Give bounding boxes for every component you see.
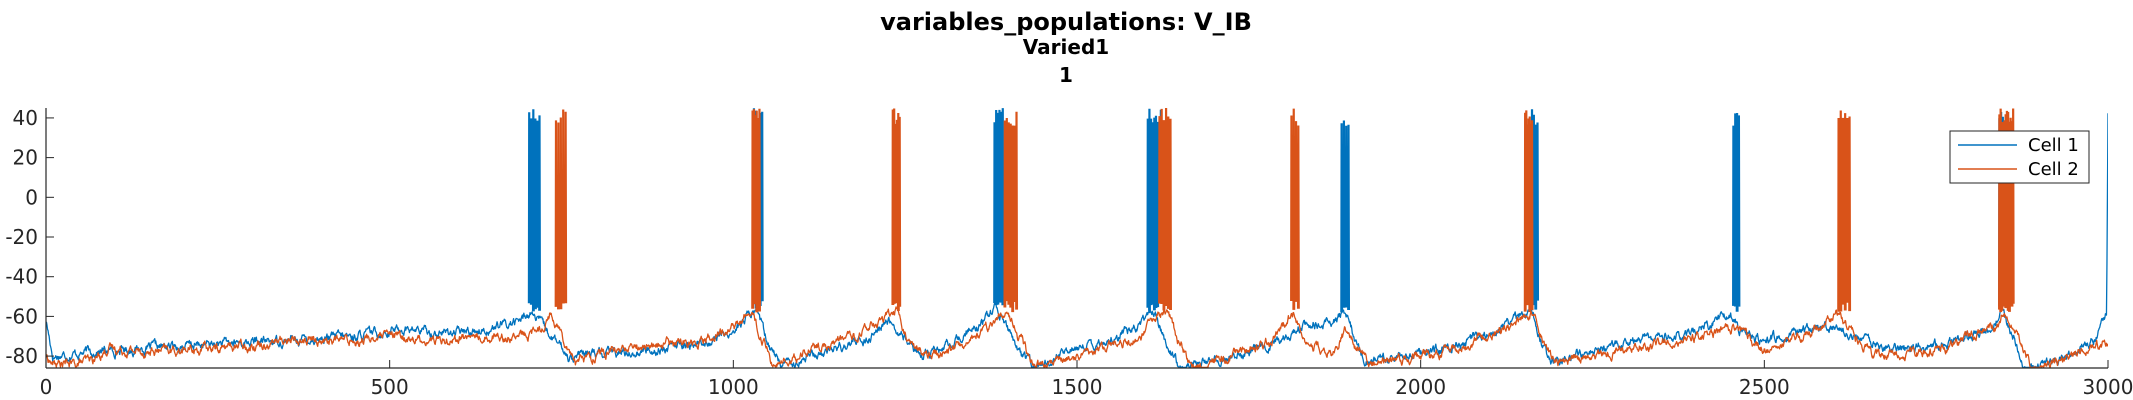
series-line-cell-2-burst — [1290, 108, 1300, 310]
series-line-cell-2 — [46, 306, 2108, 368]
y-tick-label: -40 — [5, 265, 38, 289]
legend: Cell 1 Cell 2 — [1949, 130, 2090, 184]
chart-title: variables_populations: V_IB — [880, 8, 1252, 36]
series-line-cell-2-burst — [751, 108, 761, 313]
series-line-cell-1-burst — [1530, 109, 1540, 310]
series-line-cell-1-burst — [527, 109, 542, 312]
series-line-cell-1-burst — [993, 108, 1005, 306]
x-tick-label: 1000 — [708, 375, 759, 399]
x-tick-label: 2000 — [1395, 375, 1446, 399]
x-tick-label: 0 — [40, 375, 53, 399]
x-tick-label: 3000 — [2083, 375, 2133, 399]
series-line-cell-2-burst — [891, 108, 902, 311]
x-tick-label: 500 — [371, 375, 409, 399]
y-tick-label: -20 — [5, 225, 38, 249]
y-tick-label: 20 — [13, 146, 38, 170]
x-tick-label: 1500 — [1052, 375, 1103, 399]
y-tick-label: 40 — [13, 106, 38, 130]
y-tick-label: 0 — [25, 185, 38, 209]
series-line-cell-2-burst — [554, 109, 568, 310]
legend-label-cell-1: Cell 1 — [2028, 135, 2079, 156]
y-tick-label: -80 — [5, 344, 38, 368]
legend-label-cell-2: Cell 2 — [2028, 159, 2079, 180]
series-line-cell-2-burst — [1158, 108, 1172, 311]
series-line-cell-2-burst — [1998, 108, 2015, 313]
series-line-cell-2-burst — [1003, 111, 1019, 313]
chart-subsubtitle: 1 — [1059, 63, 1073, 87]
x-tick-label: 2500 — [1739, 375, 1790, 399]
chart-subtitle: Varied1 — [1023, 35, 1109, 59]
series-line-cell-2-burst — [1837, 110, 1852, 312]
series-line-cell-1 — [46, 113, 2108, 368]
series-line-cell-1-burst — [1732, 113, 1741, 312]
y-tick-label: -60 — [5, 304, 38, 328]
legend-box — [1949, 130, 2090, 184]
series-line-cell-2-burst — [1523, 110, 1534, 313]
series-line-cell-1-burst — [1340, 120, 1351, 313]
